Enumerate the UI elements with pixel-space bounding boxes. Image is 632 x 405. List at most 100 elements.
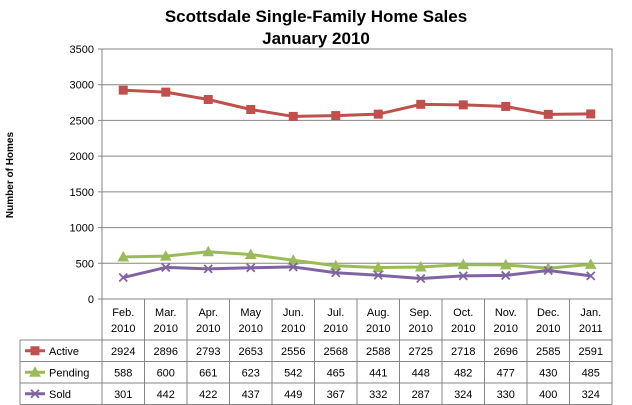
category-year-label: 2010 [239, 323, 263, 335]
table-cell-pending: 623 [242, 367, 260, 379]
legend-marker-pending [29, 366, 41, 377]
table-cell-active: 2591 [579, 346, 603, 358]
data-point-sold [331, 268, 341, 278]
data-point-active [501, 101, 511, 111]
data-point-pending [202, 245, 215, 257]
legend-label-active: Active [49, 346, 79, 358]
table-cell-active: 2556 [281, 346, 305, 358]
table-cell-sold: 324 [582, 389, 600, 401]
category-year-label: 2010 [536, 323, 560, 335]
data-point-sold [161, 262, 171, 273]
legend-label-sold: Sold [49, 389, 71, 401]
table-cell-active: 2568 [324, 346, 348, 358]
chart-subtitle: January 2010 [262, 29, 370, 48]
category-year-label: 2010 [154, 323, 178, 335]
table-cell-active: 2924 [111, 346, 135, 358]
data-point-active [288, 111, 298, 121]
data-point-pending [329, 259, 342, 271]
table-cell-active: 2585 [536, 346, 560, 358]
table-cell-pending: 661 [199, 367, 217, 379]
table-cell-pending: 588 [114, 367, 132, 379]
category-month-label: Feb. [112, 307, 134, 319]
table-cell-pending: 448 [412, 367, 430, 379]
table-cell-active: 2793 [196, 346, 220, 358]
data-point-active [416, 99, 426, 109]
legend-marker-active [30, 346, 40, 356]
data-point-active [203, 95, 213, 104]
category-month-label: Oct. [453, 307, 473, 319]
category-month-label: Jan. [580, 307, 601, 319]
legend-label-pending: Pending [49, 367, 89, 379]
category-month-label: Aug. [367, 307, 390, 319]
table-cell-active: 2718 [451, 346, 475, 358]
y-tick-label: 3500 [70, 44, 94, 56]
category-year-label: 2010 [494, 323, 518, 335]
table-cell-active: 2896 [154, 346, 178, 358]
y-tick-label: 3000 [70, 80, 94, 92]
y-tick-label: 0 [88, 294, 94, 306]
data-point-sold [203, 264, 213, 274]
table-cell-pending: 477 [497, 367, 515, 379]
y-axis-label: Number of Homes [5, 132, 16, 219]
table-cell-pending: 485 [582, 367, 600, 379]
data-point-pending [287, 254, 300, 265]
table-cell-pending: 600 [157, 367, 175, 379]
series-line-active [123, 88, 591, 118]
category-year-label: 2011 [579, 323, 603, 335]
table-cell-sold: 367 [327, 389, 345, 401]
category-year-label: 2010 [324, 323, 348, 335]
category-month-label: Nov. [495, 307, 517, 319]
table-cell-active: 2725 [409, 346, 433, 358]
table-cell-pending: 441 [369, 367, 387, 379]
table-cell-sold: 400 [539, 389, 557, 401]
table-cell-pending: 482 [454, 367, 472, 379]
data-point-sold [416, 273, 426, 284]
data-point-active [161, 87, 171, 97]
category-month-label: Jul. [327, 307, 344, 319]
data-point-pending [372, 261, 385, 272]
table-cell-sold: 332 [369, 389, 387, 401]
category-year-label: 2010 [196, 323, 220, 335]
series-line-pending [123, 250, 591, 270]
category-year-label: 2010 [281, 323, 305, 335]
data-point-sold [118, 272, 128, 283]
data-point-pending [457, 258, 470, 270]
y-tick-label: 500 [76, 258, 94, 270]
category-year-label: 2010 [451, 323, 475, 335]
plot-area [101, 48, 613, 300]
y-tick-label: 2000 [70, 151, 94, 163]
table-cell-active: 2588 [366, 346, 390, 358]
data-point-active [543, 109, 553, 119]
category-year-label: 2010 [409, 323, 433, 335]
table-cell-active: 2653 [239, 346, 263, 358]
data-point-sold [288, 262, 298, 272]
category-month-label: Apr. [198, 307, 218, 319]
category-year-label: 2010 [366, 323, 390, 335]
data-point-sold [458, 271, 468, 281]
table-cell-sold: 449 [284, 389, 302, 401]
category-month-label: Mar. [155, 307, 176, 319]
table-cell-pending: 430 [539, 367, 557, 379]
data-point-active [373, 109, 383, 119]
table-cell-pending: 542 [284, 367, 302, 379]
table-cell-sold: 437 [242, 389, 260, 401]
data-point-active [331, 111, 341, 121]
category-month-label: Dec. [537, 307, 560, 319]
data-point-pending [499, 258, 512, 270]
y-tick-label: 1000 [70, 223, 94, 235]
table-cell-sold: 324 [454, 389, 472, 401]
table-cell-sold: 330 [497, 389, 515, 401]
data-point-pending [159, 250, 172, 261]
data-point-sold [246, 263, 256, 273]
data-point-sold [543, 265, 553, 276]
table-cell-sold: 422 [199, 389, 217, 401]
data-point-active [246, 105, 256, 114]
table-cell-sold: 442 [157, 389, 175, 401]
table-cell-pending: 465 [327, 367, 345, 379]
data-point-active [118, 85, 128, 95]
legend-marker-sold [30, 389, 40, 399]
data-point-sold [373, 270, 383, 280]
table-cell-sold: 301 [114, 389, 132, 401]
category-month-label: Sep. [409, 307, 432, 319]
